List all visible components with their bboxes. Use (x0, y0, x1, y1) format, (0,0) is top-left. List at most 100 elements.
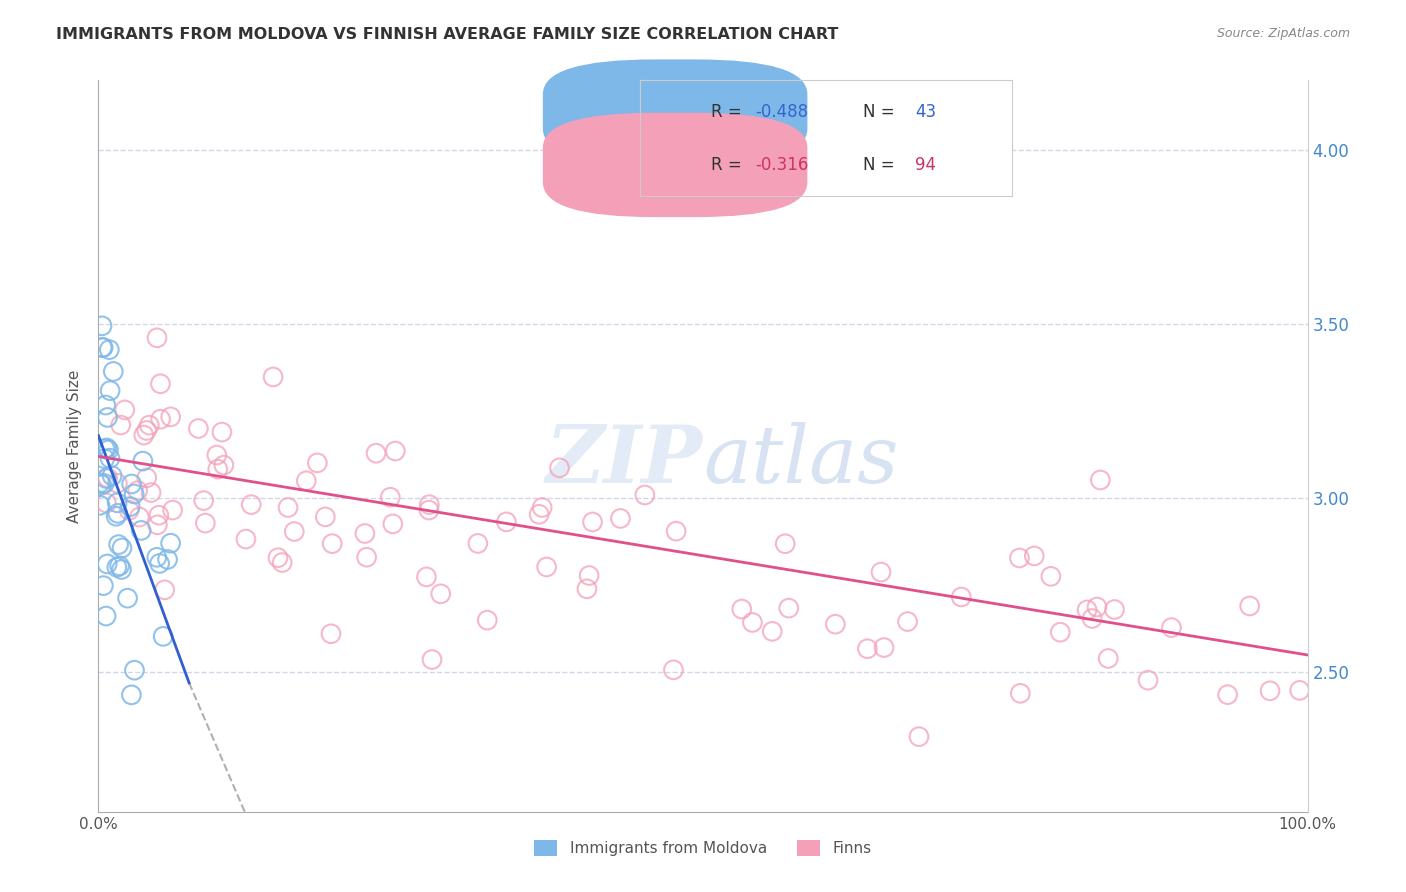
Point (531, 500, 554, 515)
Point (211, 425, 233, 439)
Point (1049, 625, 1071, 640)
Point (105, 560, 128, 574)
Point (824, 617, 846, 632)
Point (1039, 569, 1062, 583)
Point (420, 652, 443, 666)
Point (110, 418, 132, 433)
Point (1076, 603, 1098, 617)
Point (609, 511, 631, 525)
Point (1239, 599, 1261, 613)
Point (187, 421, 209, 435)
Point (240, 498, 263, 512)
Point (91, 341, 114, 355)
Point (1085, 599, 1108, 614)
Point (139, 485, 162, 500)
Point (135, 471, 157, 485)
Point (1216, 688, 1239, 702)
Point (156, 552, 179, 566)
Point (148, 508, 170, 523)
Point (122, 487, 145, 501)
Text: Source: ZipAtlas.com: Source: ZipAtlas.com (1216, 27, 1350, 40)
Point (117, 591, 139, 606)
Point (107, 506, 129, 520)
Point (495, 515, 517, 529)
Point (307, 456, 329, 470)
Point (262, 370, 284, 384)
Point (90, 477, 112, 491)
Point (314, 509, 336, 524)
Point (118, 503, 141, 517)
Text: N =: N = (863, 156, 900, 174)
Point (108, 558, 131, 573)
Point (129, 524, 152, 538)
Point (277, 500, 299, 515)
Point (132, 428, 155, 442)
Point (149, 557, 172, 571)
Text: R =: R = (710, 156, 747, 174)
Point (381, 516, 404, 531)
Point (96, 441, 118, 455)
Point (120, 500, 142, 514)
Point (121, 477, 143, 491)
Text: R =: R = (710, 103, 747, 120)
Point (153, 582, 176, 597)
Point (741, 615, 763, 630)
Point (193, 493, 215, 508)
Text: -0.488: -0.488 (755, 103, 808, 120)
Point (1010, 686, 1032, 700)
Point (1081, 611, 1104, 625)
Point (477, 613, 499, 627)
Point (105, 509, 128, 524)
Point (1008, 551, 1031, 566)
Point (415, 570, 437, 584)
Text: IMMIGRANTS FROM MOLDOVA VS FINNISH AVERAGE FAMILY SIZE CORRELATION CHART: IMMIGRANTS FROM MOLDOVA VS FINNISH AVERA… (56, 27, 838, 42)
Point (146, 550, 169, 565)
Point (120, 688, 142, 702)
FancyBboxPatch shape (543, 60, 807, 164)
Point (778, 601, 800, 615)
Point (548, 460, 571, 475)
Point (1090, 473, 1112, 487)
Point (212, 458, 235, 472)
Point (98, 343, 121, 357)
Point (103, 364, 125, 378)
Point (418, 503, 440, 517)
Point (149, 376, 172, 391)
Point (205, 448, 228, 462)
Text: N =: N = (863, 103, 900, 120)
Point (773, 537, 796, 551)
Point (159, 409, 181, 424)
Point (152, 629, 174, 643)
Point (283, 524, 305, 539)
Point (146, 331, 169, 345)
Point (536, 560, 558, 574)
Point (634, 488, 657, 502)
Text: 94: 94 (915, 156, 936, 174)
Point (908, 730, 931, 744)
Point (91, 340, 114, 354)
Point (1104, 602, 1126, 616)
Point (96, 410, 118, 425)
Text: -0.316: -0.316 (755, 156, 808, 174)
Point (97, 471, 120, 485)
Point (194, 516, 217, 530)
Point (105, 476, 128, 491)
Point (873, 640, 896, 655)
Point (384, 444, 406, 458)
Point (1024, 549, 1046, 563)
Point (96, 471, 118, 485)
Point (162, 503, 184, 517)
Point (101, 468, 124, 483)
Point (731, 602, 754, 616)
Point (271, 556, 294, 570)
Point (527, 508, 550, 522)
Point (89, 475, 111, 490)
Point (1258, 683, 1281, 698)
Point (159, 536, 181, 550)
Point (1097, 651, 1119, 665)
Point (111, 541, 134, 555)
Point (94, 609, 117, 624)
Legend: Immigrants from Moldova, Finns: Immigrants from Moldova, Finns (529, 834, 877, 863)
Point (1160, 621, 1182, 635)
Point (98, 384, 121, 398)
